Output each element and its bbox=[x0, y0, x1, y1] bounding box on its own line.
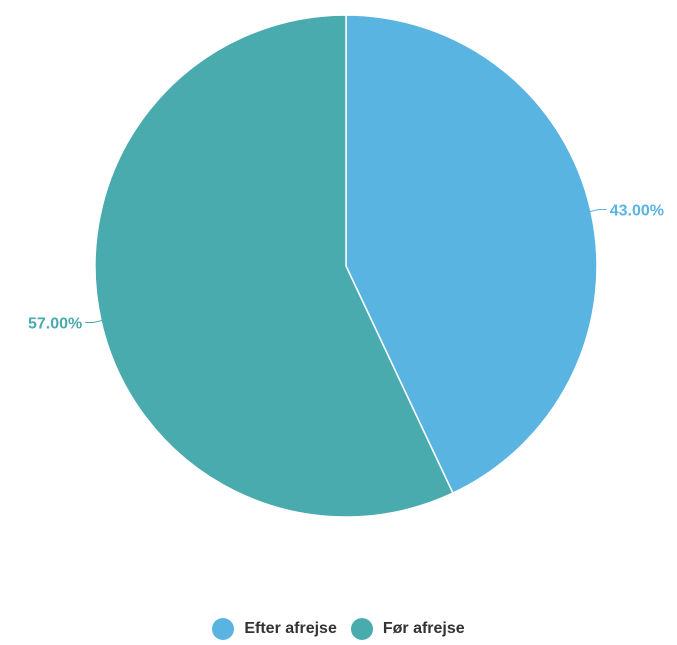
legend-item-efter-afrejse[interactable]: Efter afrejse bbox=[212, 618, 337, 640]
slice-connector-line bbox=[589, 209, 607, 212]
pie-chart-canvas: 43.00% 57.00% bbox=[28, 14, 664, 518]
legend-item-for-afrejse[interactable]: Før afrejse bbox=[350, 618, 465, 640]
slice-connector-line bbox=[85, 320, 103, 323]
slice-value-label: 57.00% bbox=[28, 315, 82, 332]
legend: Efter afrejse Før afrejse bbox=[0, 618, 677, 640]
legend-marker-icon bbox=[212, 618, 235, 640]
legend-label: Efter afrejse bbox=[244, 620, 337, 637]
legend-label: Før afrejse bbox=[382, 620, 465, 637]
legend-marker-icon bbox=[350, 618, 373, 640]
slice-value-label: 43.00% bbox=[610, 203, 664, 220]
